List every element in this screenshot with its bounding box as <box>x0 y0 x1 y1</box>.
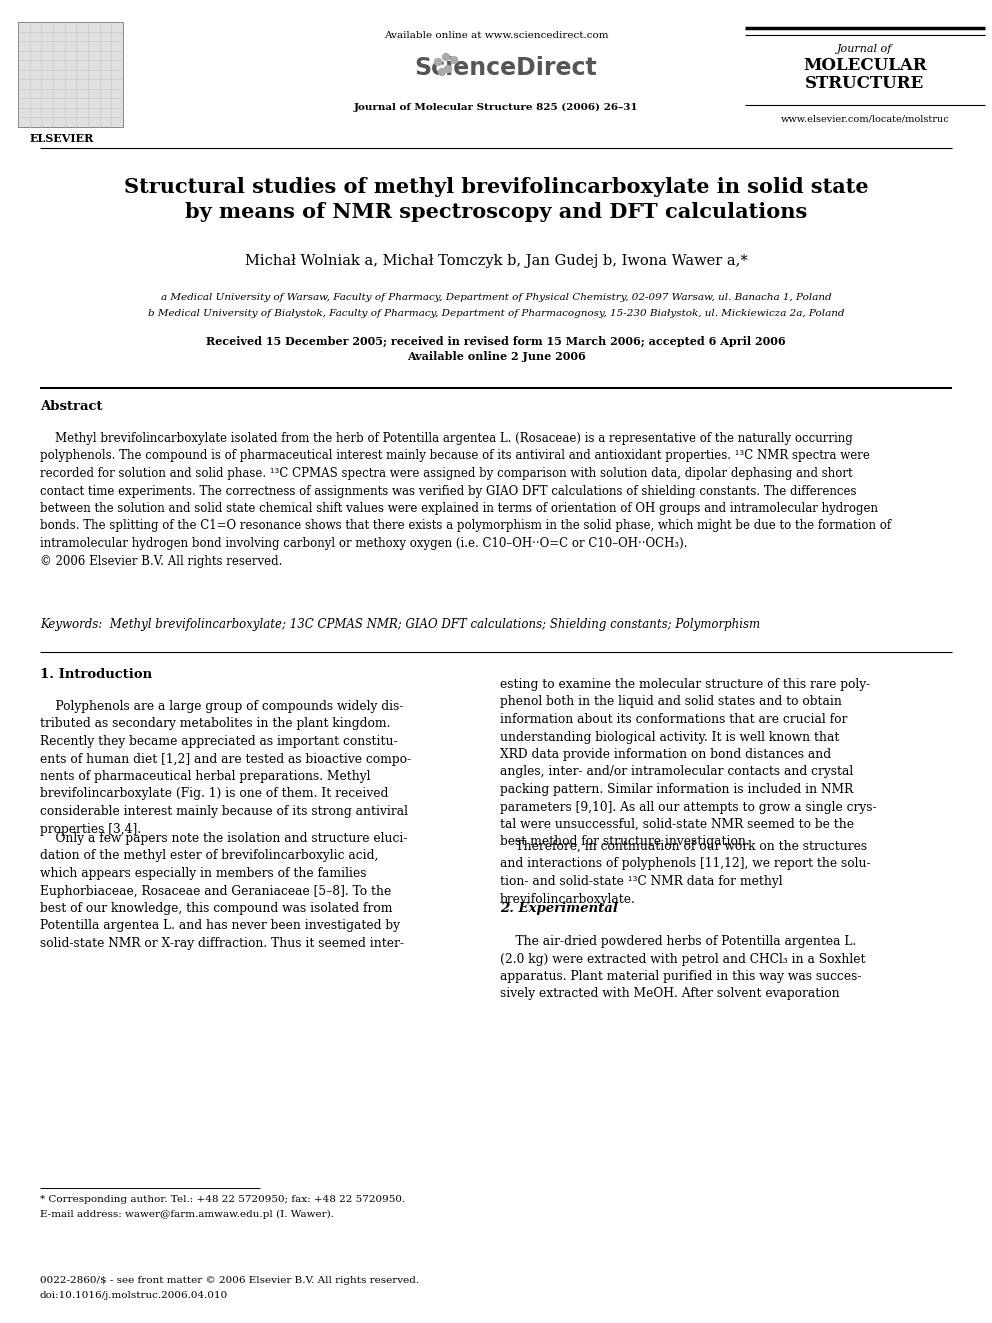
Text: Michał Wolniak a, Michał Tomczyk b, Jan Gudej b, Iwona Wawer a,*: Michał Wolniak a, Michał Tomczyk b, Jan … <box>245 254 747 269</box>
Circle shape <box>434 58 441 66</box>
Text: Available online at www.sciencedirect.com: Available online at www.sciencedirect.co… <box>384 30 608 40</box>
Text: Abstract: Abstract <box>40 400 102 413</box>
Text: The air-dried powdered herbs of Potentilla argentea L.
(2.0 kg) were extracted w: The air-dried powdered herbs of Potentil… <box>500 935 865 1000</box>
Text: ELSEVIER: ELSEVIER <box>30 134 94 144</box>
Text: Therefore, in continuation of our work on the structures
and interactions of pol: Therefore, in continuation of our work o… <box>500 840 871 905</box>
Text: Only a few papers note the isolation and structure eluci-
dation of the methyl e: Only a few papers note the isolation and… <box>40 832 408 950</box>
Text: Keywords:  Methyl brevifolincarboxylate; 13C CPMAS NMR; GIAO DFT calculations; S: Keywords: Methyl brevifolincarboxylate; … <box>40 618 760 631</box>
Text: MOLECULAR: MOLECULAR <box>804 57 927 74</box>
Text: 1. Introduction: 1. Introduction <box>40 668 152 681</box>
Text: ScienceDirect: ScienceDirect <box>415 56 597 79</box>
Text: STRUCTURE: STRUCTURE <box>806 75 925 93</box>
Bar <box>18 22 123 127</box>
Text: esting to examine the molecular structure of this rare poly-
phenol both in the : esting to examine the molecular structur… <box>500 677 877 848</box>
Text: Polyphenols are a large group of compounds widely dis-
tributed as secondary met: Polyphenols are a large group of compoun… <box>40 700 411 836</box>
Circle shape <box>444 66 451 73</box>
Text: Methyl brevifolincarboxylate isolated from the herb of Potentilla argentea L. (R: Methyl brevifolincarboxylate isolated fr… <box>40 433 891 568</box>
Circle shape <box>438 69 445 75</box>
Circle shape <box>442 53 449 61</box>
Text: 0022-2860/$ - see front matter © 2006 Elsevier B.V. All rights reserved.: 0022-2860/$ - see front matter © 2006 El… <box>40 1275 420 1285</box>
Text: b Medical University of Białystok, Faculty of Pharmacy, Department of Pharmacogn: b Medical University of Białystok, Facul… <box>148 310 844 318</box>
Text: * Corresponding author. Tel.: +48 22 5720950; fax: +48 22 5720950.: * Corresponding author. Tel.: +48 22 572… <box>40 1195 406 1204</box>
Text: 2. Experimental: 2. Experimental <box>500 902 618 916</box>
Circle shape <box>450 57 457 64</box>
Text: E-mail address: wawer@farm.amwaw.edu.pl (I. Wawer).: E-mail address: wawer@farm.amwaw.edu.pl … <box>40 1209 334 1218</box>
Text: Journal of Molecular Structure 825 (2006) 26–31: Journal of Molecular Structure 825 (2006… <box>354 103 638 112</box>
Text: doi:10.1016/j.molstruc.2006.04.010: doi:10.1016/j.molstruc.2006.04.010 <box>40 1291 228 1301</box>
Text: a Medical University of Warsaw, Faculty of Pharmacy, Department of Physical Chem: a Medical University of Warsaw, Faculty … <box>161 292 831 302</box>
Text: Journal of: Journal of <box>837 44 893 54</box>
Text: Received 15 December 2005; received in revised form 15 March 2006; accepted 6 Ap: Received 15 December 2005; received in r… <box>206 336 786 347</box>
Text: by means of NMR spectroscopy and DFT calculations: by means of NMR spectroscopy and DFT cal… <box>185 202 807 222</box>
Text: www.elsevier.com/locate/molstruc: www.elsevier.com/locate/molstruc <box>781 115 949 124</box>
Text: Available online 2 June 2006: Available online 2 June 2006 <box>407 351 585 363</box>
Text: Structural studies of methyl brevifolincarboxylate in solid state: Structural studies of methyl brevifolinc… <box>124 177 868 197</box>
